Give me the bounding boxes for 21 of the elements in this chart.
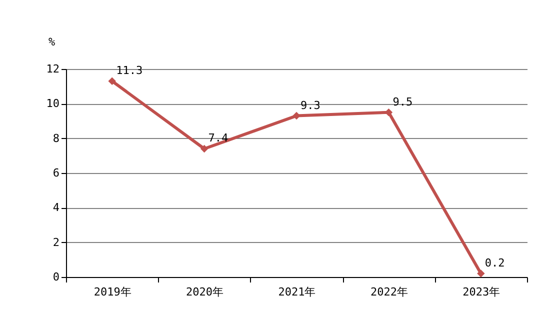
data-label: 9.5 bbox=[392, 95, 413, 108]
data-label: 9.3 bbox=[300, 98, 320, 112]
x-tick-label: 2021年 bbox=[278, 286, 316, 298]
y-tick-label: 0 bbox=[52, 270, 60, 284]
y-tick-label: 12 bbox=[46, 62, 60, 76]
point bbox=[477, 270, 485, 278]
point bbox=[108, 77, 116, 86]
y-tick-label: 10 bbox=[46, 97, 60, 110]
y-tick-label: 6 bbox=[52, 166, 60, 180]
y-tick-label: 4 bbox=[52, 201, 60, 214]
data-label: 11.3 bbox=[116, 64, 143, 78]
x-tick-label: 2020年 bbox=[186, 286, 224, 298]
y-tick-label: 2 bbox=[52, 236, 60, 249]
x-tick-label: 2023年 bbox=[462, 286, 500, 298]
point bbox=[200, 144, 208, 153]
x-tick-label: 2022年 bbox=[370, 286, 408, 298]
y-axis-title: % bbox=[48, 36, 56, 48]
y-tick-label: 8 bbox=[52, 132, 60, 145]
x-tick-label: 2019年 bbox=[94, 286, 132, 298]
data-label: 0.2 bbox=[484, 256, 505, 270]
data-label: 7.4 bbox=[208, 132, 229, 145]
